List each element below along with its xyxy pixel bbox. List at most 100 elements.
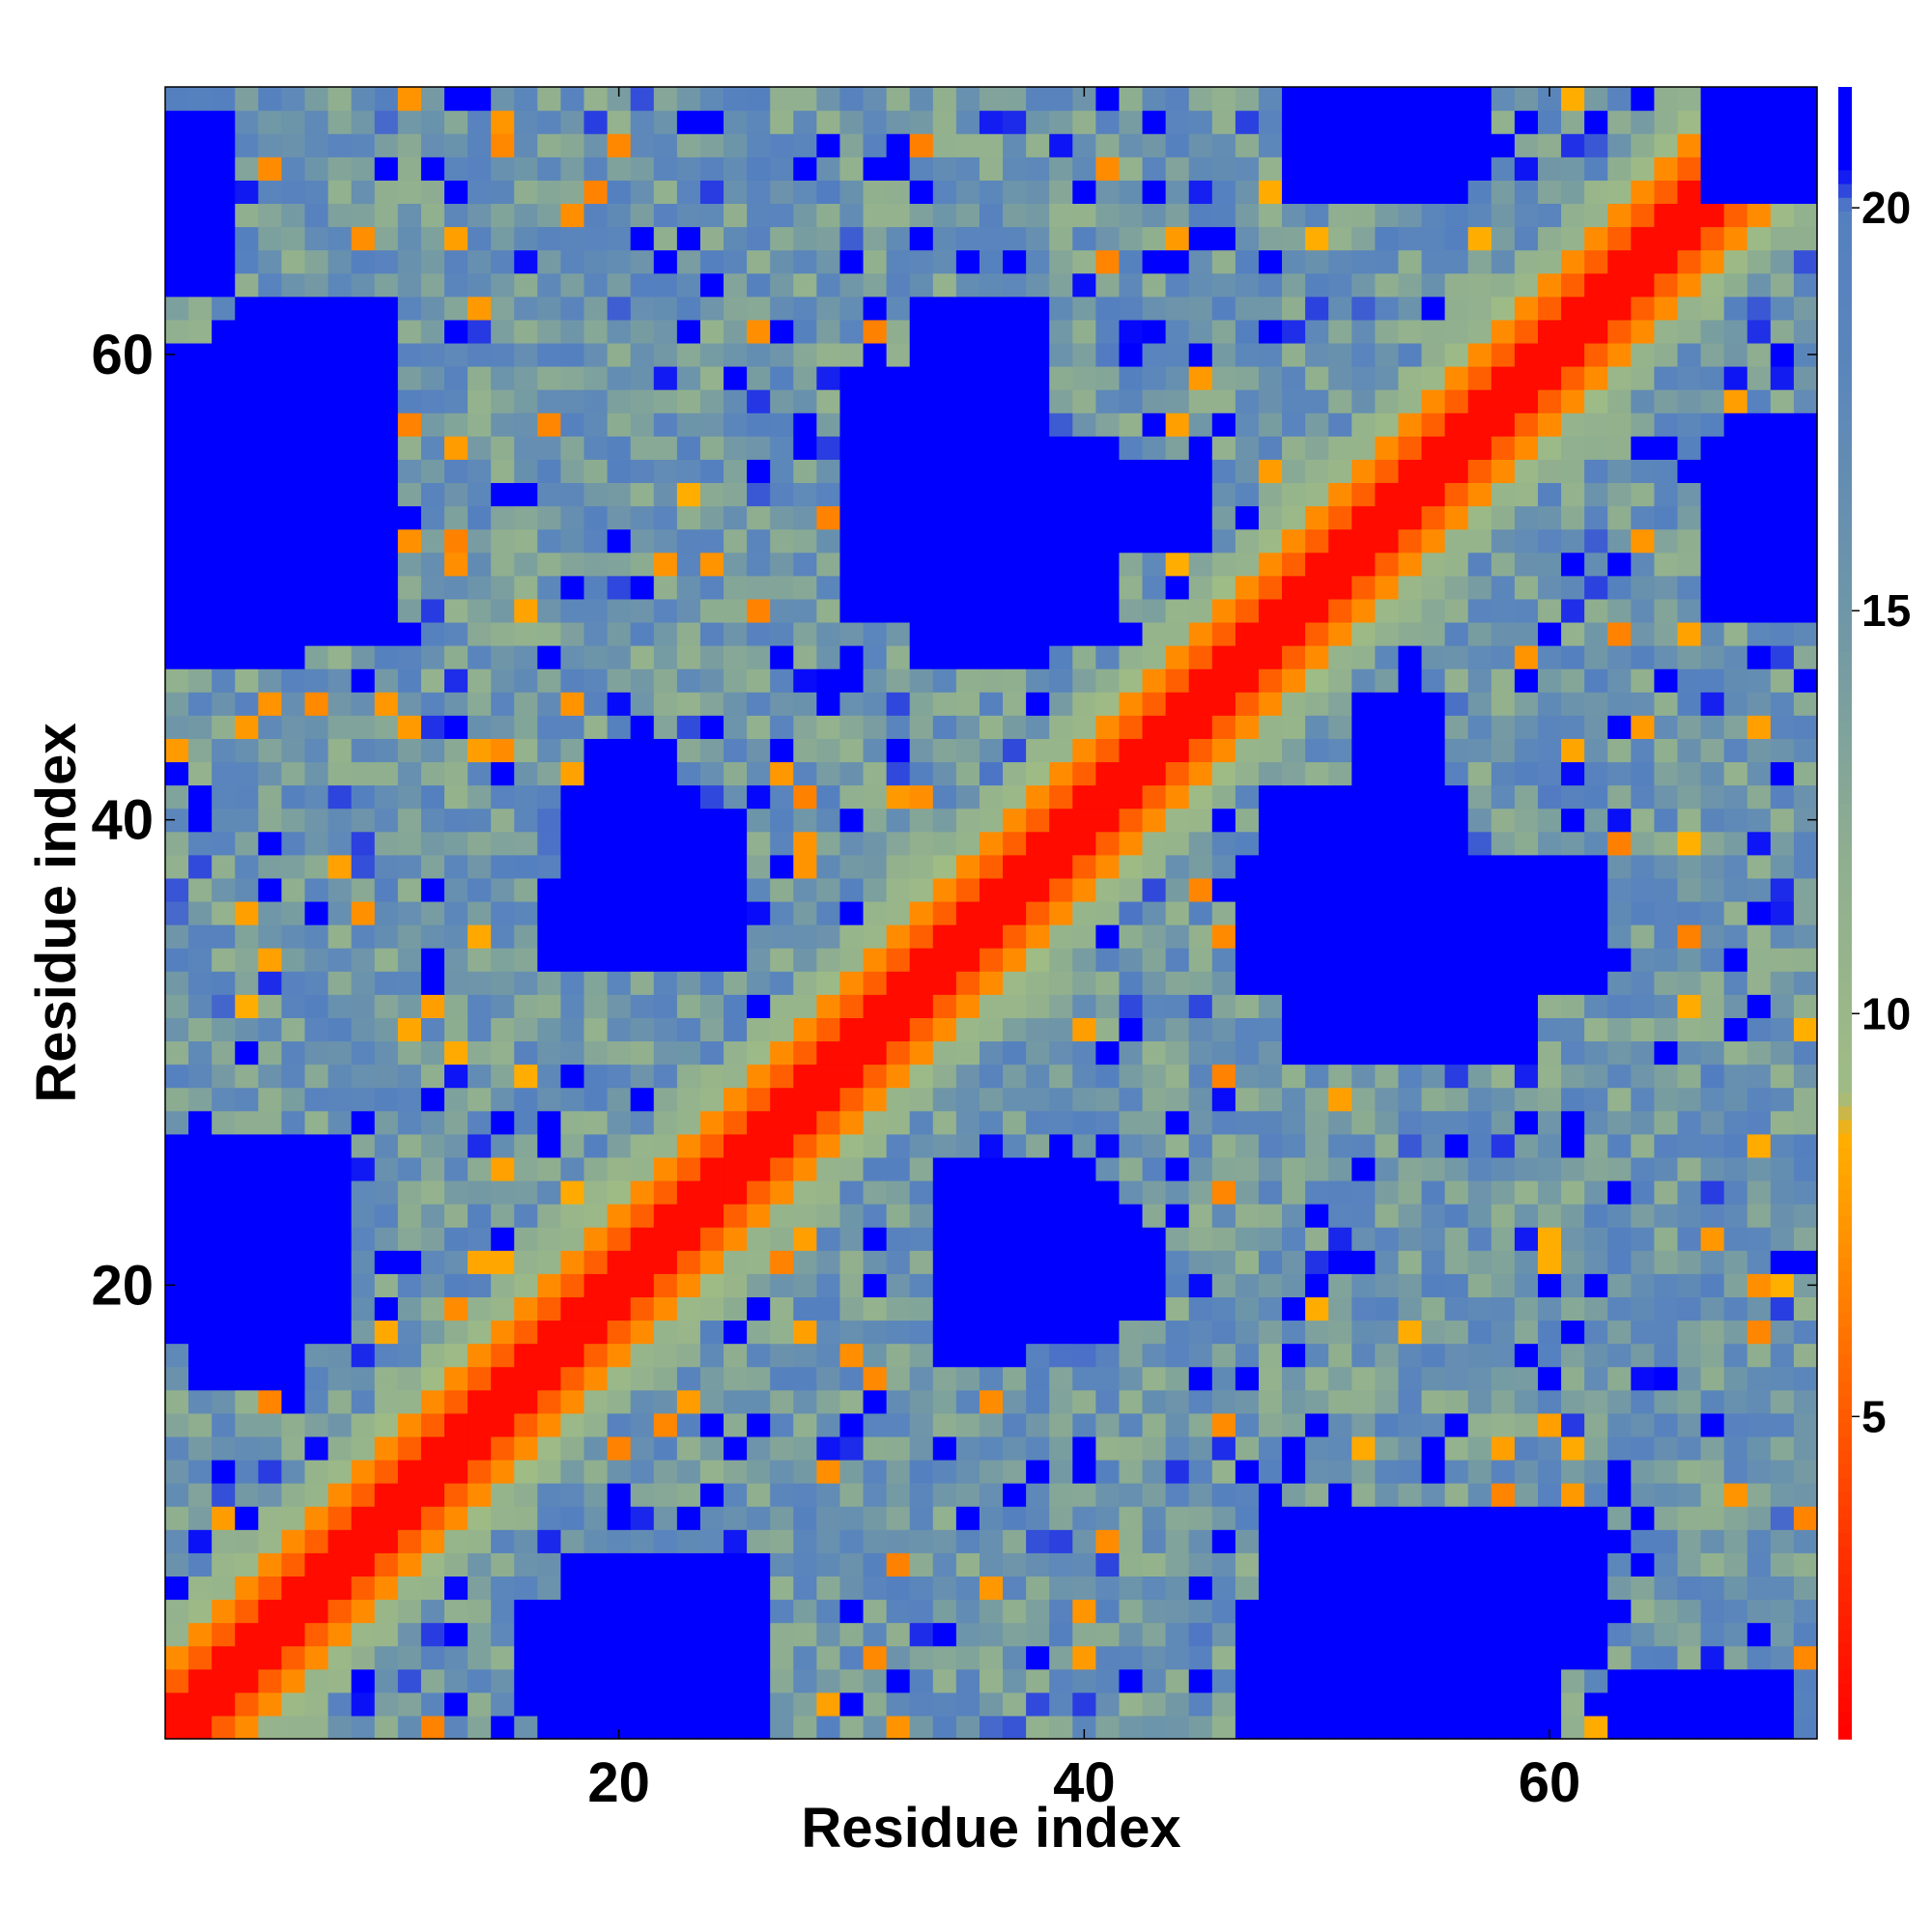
heatmap-cell: [327, 1435, 353, 1461]
heatmap-cell: [1072, 226, 1096, 251]
heatmap-cell: [304, 528, 329, 554]
heatmap-cell: [1654, 296, 1679, 321]
heatmap-cell: [1282, 645, 1306, 669]
heatmap-cell: [816, 505, 841, 530]
heatmap-cell: [1305, 1343, 1329, 1368]
heatmap-cell: [932, 1622, 957, 1647]
heatmap-cell: [1351, 249, 1376, 274]
heatmap-cell: [1747, 528, 1772, 554]
heatmap-cell: [1328, 1273, 1352, 1297]
heatmap-cell: [1305, 1622, 1329, 1647]
heatmap-cell: [1491, 1156, 1516, 1181]
heatmap-cell: [1561, 761, 1585, 786]
heatmap-cell: [1770, 948, 1795, 972]
heatmap-cell: [1049, 1412, 1073, 1437]
heatmap-cell: [1491, 948, 1516, 972]
heatmap-cell: [420, 1622, 445, 1647]
heatmap-cell: [537, 1506, 562, 1530]
heatmap-cell: [444, 1040, 469, 1065]
heatmap-cell: [1003, 575, 1027, 600]
heatmap-cell: [607, 1227, 632, 1251]
heatmap-cell: [1235, 1064, 1260, 1089]
heatmap-cell: [1165, 1087, 1190, 1112]
heatmap-cell: [1258, 1366, 1283, 1391]
heatmap-cell: [514, 1366, 538, 1391]
heatmap-cell: [1235, 156, 1260, 181]
heatmap-cell: [468, 715, 492, 739]
heatmap-cell: [979, 272, 1004, 298]
heatmap-cell: [1631, 1389, 1655, 1414]
heatmap-cell: [770, 877, 794, 902]
heatmap-cell: [839, 389, 865, 413]
heatmap-cell: [793, 1017, 817, 1042]
heatmap-cell: [537, 1483, 562, 1507]
heatmap-cell: [724, 1435, 748, 1461]
heatmap-cell: [1398, 1017, 1423, 1042]
heatmap-cell: [1561, 1529, 1585, 1553]
heatmap-cell: [1537, 1250, 1562, 1274]
heatmap-cell: [1328, 1227, 1352, 1251]
heatmap-cell: [1491, 1017, 1516, 1042]
heatmap-cell: [491, 87, 515, 111]
heatmap-cell: [514, 1483, 538, 1507]
heatmap-cell: [747, 528, 771, 554]
heatmap-cell: [1700, 948, 1725, 972]
heatmap-cell: [676, 877, 701, 902]
heatmap-cell: [374, 459, 399, 484]
heatmap-cell: [1677, 668, 1702, 693]
heatmap-cell: [1049, 1645, 1073, 1670]
heatmap-cell: [955, 436, 980, 460]
heatmap-cell: [699, 412, 724, 437]
heatmap-cell: [1258, 1552, 1283, 1577]
heatmap-cell: [491, 1552, 515, 1577]
heatmap-cell: [1142, 1599, 1167, 1624]
heatmap-cell: [724, 1389, 748, 1414]
heatmap-cell: [304, 715, 329, 739]
heatmap-cell: [304, 668, 329, 693]
heatmap-cell: [1305, 1412, 1329, 1437]
heatmap-cell: [491, 1668, 515, 1693]
heatmap-cell: [1026, 1087, 1050, 1112]
heatmap-cell: [909, 366, 934, 390]
heatmap-cell: [1119, 1552, 1144, 1577]
heatmap-cell: [1700, 1273, 1725, 1297]
heatmap-cell: [1398, 133, 1423, 157]
heatmap-cell: [1747, 1204, 1772, 1228]
heatmap-cell: [235, 1296, 259, 1321]
heatmap-cell: [909, 1435, 934, 1461]
heatmap-cell: [1631, 1179, 1655, 1205]
heatmap-cell: [583, 1435, 609, 1461]
heatmap-cell: [1467, 1506, 1492, 1530]
heatmap-cell: [560, 1273, 585, 1297]
heatmap-cell: [955, 133, 980, 157]
heatmap-cell: [1677, 1412, 1702, 1437]
heatmap-cell: [583, 459, 609, 484]
heatmap-cell: [1188, 1179, 1213, 1205]
heatmap-cell: [1444, 1227, 1469, 1251]
heatmap-cell: [537, 1599, 562, 1624]
heatmap-cell: [537, 389, 562, 413]
heatmap-cell: [1677, 110, 1702, 134]
heatmap-cell: [188, 645, 213, 669]
heatmap-cell: [583, 621, 609, 646]
heatmap-cell: [1211, 296, 1236, 321]
heatmap-cell: [212, 272, 236, 298]
heatmap-cell: [1258, 249, 1283, 274]
heatmap-cell: [724, 1552, 748, 1577]
heatmap-cell: [304, 1576, 329, 1601]
heatmap-cell: [1398, 994, 1423, 1018]
heatmap-cell: [1165, 1366, 1190, 1391]
heatmap-cell: [676, 1320, 701, 1345]
heatmap-cell: [839, 1227, 865, 1251]
heatmap-cell: [1444, 180, 1469, 205]
heatmap-cell: [676, 994, 701, 1018]
heatmap-cell: [1421, 133, 1446, 157]
heatmap-cell: [886, 1110, 911, 1135]
heatmap-cell: [537, 505, 562, 530]
heatmap-cell: [1677, 808, 1702, 833]
heatmap-cell: [1095, 715, 1121, 739]
heatmap-cell: [839, 1412, 865, 1437]
heatmap-cell: [212, 1622, 236, 1647]
heatmap-cell: [374, 1320, 399, 1345]
heatmap-cell: [444, 948, 469, 972]
